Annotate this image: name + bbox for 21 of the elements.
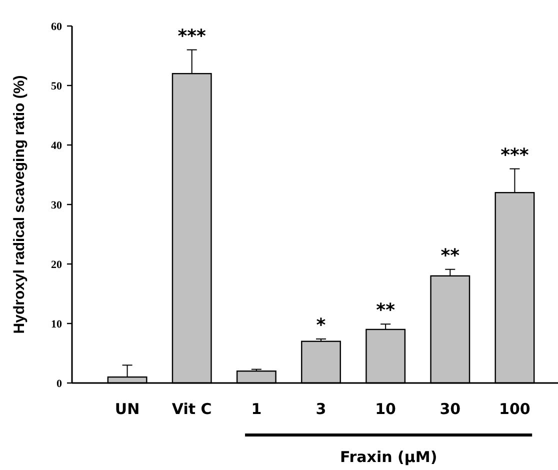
y-axis-title: Hydroxyl radical scaveging ratio (%) [11, 75, 28, 334]
annotation: *** [178, 26, 207, 47]
y-tick-label: 30 [51, 199, 62, 212]
y-tick-label: 0 [56, 378, 62, 390]
x-tick-label: 1 [251, 400, 262, 418]
x-tick-label: 30 [440, 400, 461, 418]
y-tick-label: 20 [51, 258, 62, 271]
annotation: *** [500, 144, 530, 166]
annotation: * [316, 314, 326, 336]
y-tick-label: 60 [51, 20, 62, 33]
annotation: ** [440, 245, 460, 266]
x-tick-label: 10 [375, 400, 396, 418]
x-tick-label: 3 [316, 400, 326, 418]
x-tick-label: 100 [499, 400, 530, 418]
y-tick-label: 40 [51, 140, 62, 152]
x-tick-label: UN [114, 400, 140, 418]
x-tick-label: Vit C [172, 400, 212, 418]
y-tick-label: 50 [51, 80, 62, 92]
annotation: ** [376, 300, 396, 322]
y-tick-label: 10 [51, 318, 62, 330]
x-axis-title: Fraxin (μM) [340, 448, 438, 466]
